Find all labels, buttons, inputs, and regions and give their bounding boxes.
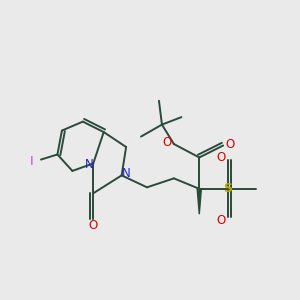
Text: I: I: [30, 155, 34, 168]
Text: O: O: [88, 219, 98, 232]
Text: N: N: [84, 158, 93, 171]
Text: S: S: [223, 182, 232, 195]
Text: O: O: [216, 214, 226, 227]
Text: N: N: [122, 167, 130, 180]
Polygon shape: [197, 189, 201, 214]
Text: O: O: [163, 136, 172, 149]
Text: O: O: [225, 137, 234, 151]
Text: O: O: [216, 151, 226, 164]
